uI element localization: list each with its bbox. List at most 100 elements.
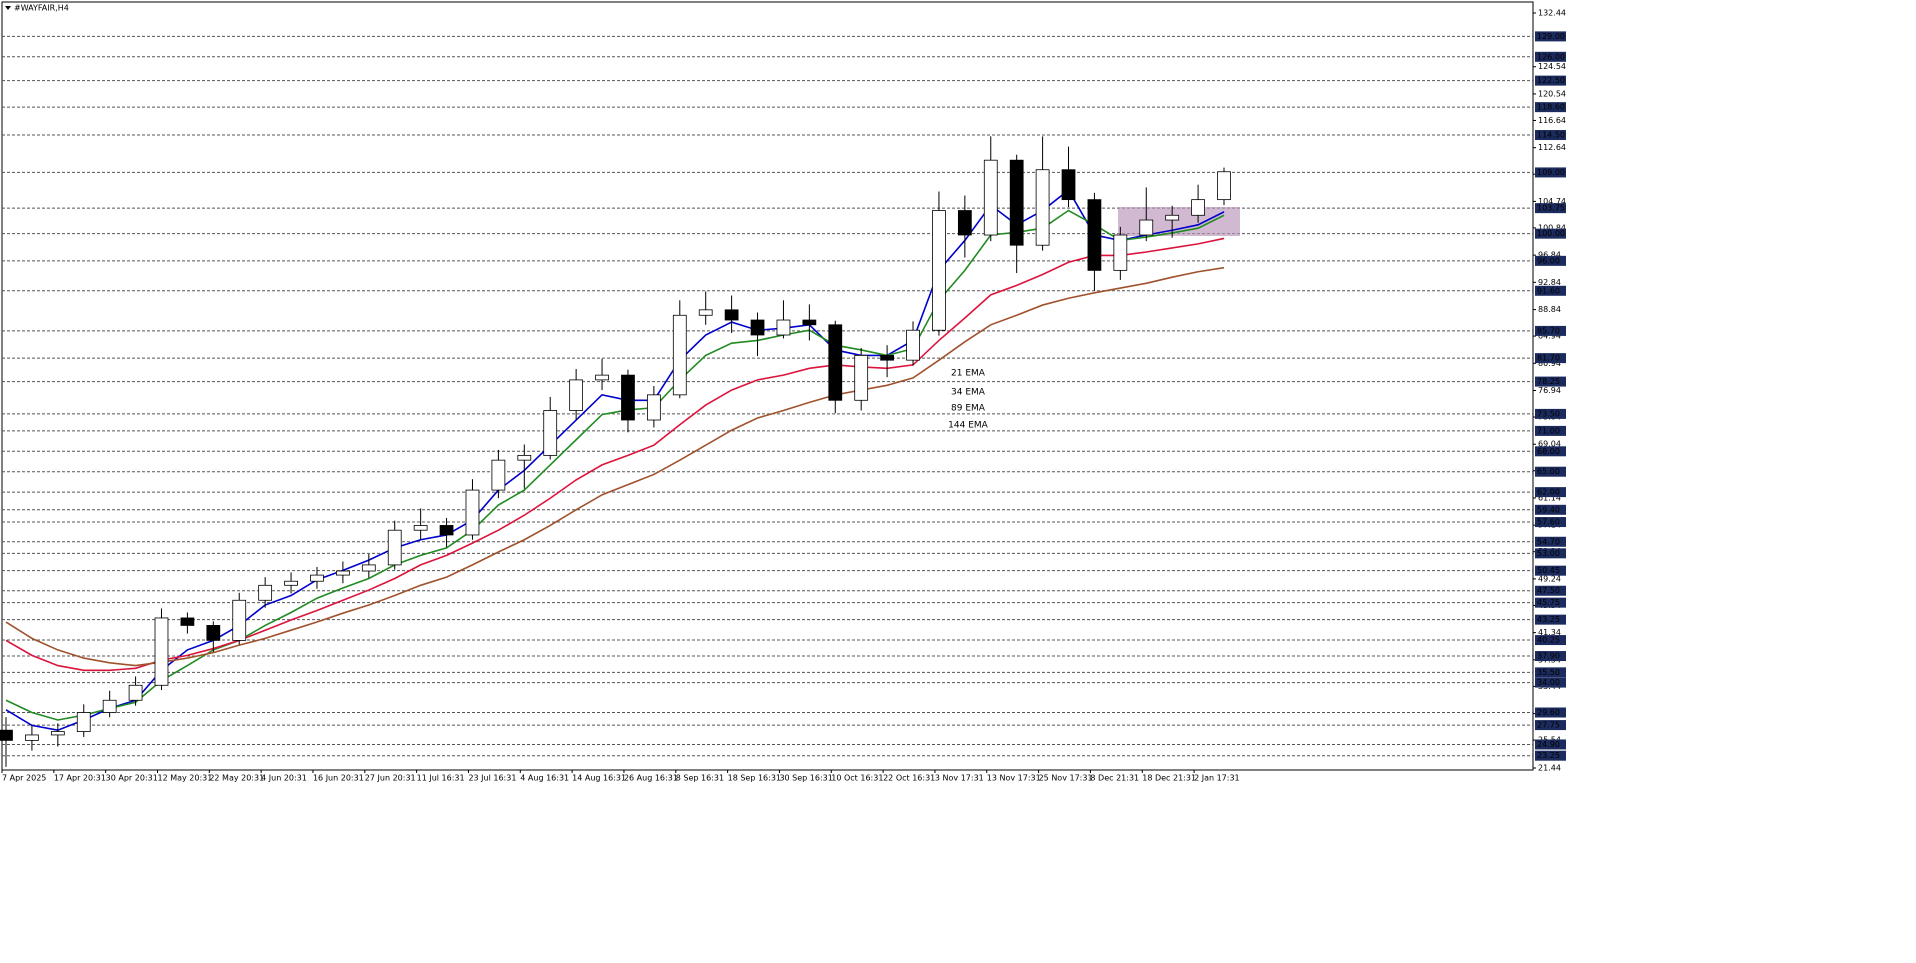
candle-body — [983, 159, 998, 236]
y-tick-label: 116.64 — [1538, 116, 1566, 125]
level-box — [1535, 707, 1566, 718]
level-label: 50.45 — [1537, 566, 1560, 575]
level-box — [1535, 325, 1566, 336]
level-box — [1535, 651, 1566, 662]
candle-body — [1217, 171, 1231, 201]
y-tick-label: 84.94 — [1538, 332, 1561, 341]
level-label: 126.00 — [1537, 52, 1565, 61]
level-box — [1535, 677, 1566, 688]
level-label: 114.50 — [1537, 131, 1565, 140]
candle-body — [180, 617, 195, 626]
x-tick-label: 4 Jun 20:31 — [261, 774, 307, 783]
candle-body — [750, 319, 765, 336]
x-tick-label: 23 Jul 16:31 — [468, 774, 516, 783]
level-label: 53.00 — [1537, 549, 1560, 558]
level-label: 35.50 — [1537, 668, 1560, 677]
y-tick-label: 49.24 — [1538, 574, 1561, 583]
level-box — [1535, 353, 1566, 364]
level-label: 68.00 — [1537, 447, 1560, 456]
candle-body — [0, 729, 13, 741]
level-label: 81.70 — [1537, 354, 1560, 363]
level-label: 65.00 — [1537, 467, 1560, 476]
level-box — [1535, 228, 1566, 239]
level-label: 85.70 — [1537, 326, 1560, 335]
level-label: 45.75 — [1537, 598, 1560, 607]
level-box — [1535, 102, 1566, 113]
level-label: 129.00 — [1537, 32, 1565, 41]
level-label: 37.90 — [1537, 652, 1560, 661]
level-label: 96.00 — [1537, 256, 1560, 265]
plot-frame — [1, 1, 1534, 771]
candle-body — [310, 574, 324, 582]
y-tick-label: 69.04 — [1538, 440, 1561, 449]
x-tick-label: 30 Apr 20:31 — [106, 774, 158, 783]
x-tick-label: 16 Jun 20:31 — [313, 774, 364, 783]
level-label: 59.40 — [1537, 505, 1560, 514]
candle-body — [1087, 199, 1102, 271]
ema-label: 144 EMA — [948, 421, 988, 431]
level-label: 43.25 — [1537, 615, 1560, 624]
level-label: 71.00 — [1537, 426, 1560, 435]
y-tick-label: 61.14 — [1538, 493, 1561, 502]
level-box — [1535, 446, 1566, 457]
level-label: 24.90 — [1537, 740, 1560, 749]
y-tick-label: 104.74 — [1538, 197, 1566, 206]
ema-label: 34 EMA — [951, 388, 986, 398]
x-tick-label: 22 May 20:31 — [209, 774, 264, 783]
candle-body — [828, 324, 843, 401]
candle-body — [336, 570, 350, 576]
candle-body — [361, 564, 376, 572]
candle-body — [284, 580, 298, 586]
x-tick-label: 25 Nov 17:31 — [1039, 774, 1093, 783]
candle-body — [25, 734, 39, 741]
y-tick-label: 21.44 — [1538, 764, 1561, 773]
candle-body — [439, 525, 454, 536]
level-box — [1535, 517, 1566, 528]
level-label: 40.25 — [1537, 636, 1560, 645]
y-tick-label: 88.84 — [1538, 305, 1561, 314]
y-tick-label: 100.84 — [1538, 223, 1566, 232]
x-tick-label: 11 Jul 16:31 — [417, 774, 465, 783]
level-box — [1535, 585, 1566, 596]
ema-line — [5, 237, 1225, 672]
level-label: 29.60 — [1537, 708, 1560, 717]
y-tick-label: 132.44 — [1538, 9, 1566, 18]
level-box — [1535, 255, 1566, 266]
level-label: 100.00 — [1537, 229, 1565, 238]
candle-body — [724, 309, 739, 321]
candle-body — [906, 329, 920, 361]
candle-body — [880, 355, 894, 361]
level-box — [1535, 565, 1566, 576]
x-tick-label: 30 Sep 16:31 — [779, 774, 832, 783]
level-label: 118.60 — [1537, 103, 1565, 112]
x-tick-label: 10 Oct 16:31 — [831, 774, 883, 783]
candle-body — [932, 210, 946, 331]
ema-label: 21 EMA — [951, 369, 986, 379]
candle-body — [621, 374, 635, 421]
level-box — [1535, 130, 1566, 141]
x-tick-label: 8 Dec 21:31 — [1090, 774, 1139, 783]
candle-body — [76, 712, 91, 732]
y-tick-label: 112.64 — [1538, 143, 1566, 152]
candle-body — [543, 410, 558, 456]
level-box — [1535, 720, 1566, 731]
level-label: 62.00 — [1537, 488, 1560, 497]
candle-body — [1009, 159, 1024, 246]
level-label: 27.75 — [1537, 721, 1560, 730]
chart-title: #WAYFAIR,H4 — [14, 4, 69, 13]
level-label: 91.60 — [1537, 286, 1560, 295]
level-box — [1535, 487, 1566, 498]
level-box — [1535, 408, 1566, 419]
level-label: 34.00 — [1537, 678, 1560, 687]
candle-body — [1191, 199, 1205, 216]
level-box — [1535, 75, 1566, 86]
candle-body — [957, 210, 972, 236]
level-label: 73.50 — [1537, 409, 1560, 418]
level-box — [1535, 536, 1566, 547]
candle-body — [1139, 219, 1154, 236]
x-tick-label: 14 Aug 16:31 — [572, 774, 626, 783]
candle-body — [802, 319, 817, 326]
level-label: 122.50 — [1537, 76, 1565, 85]
